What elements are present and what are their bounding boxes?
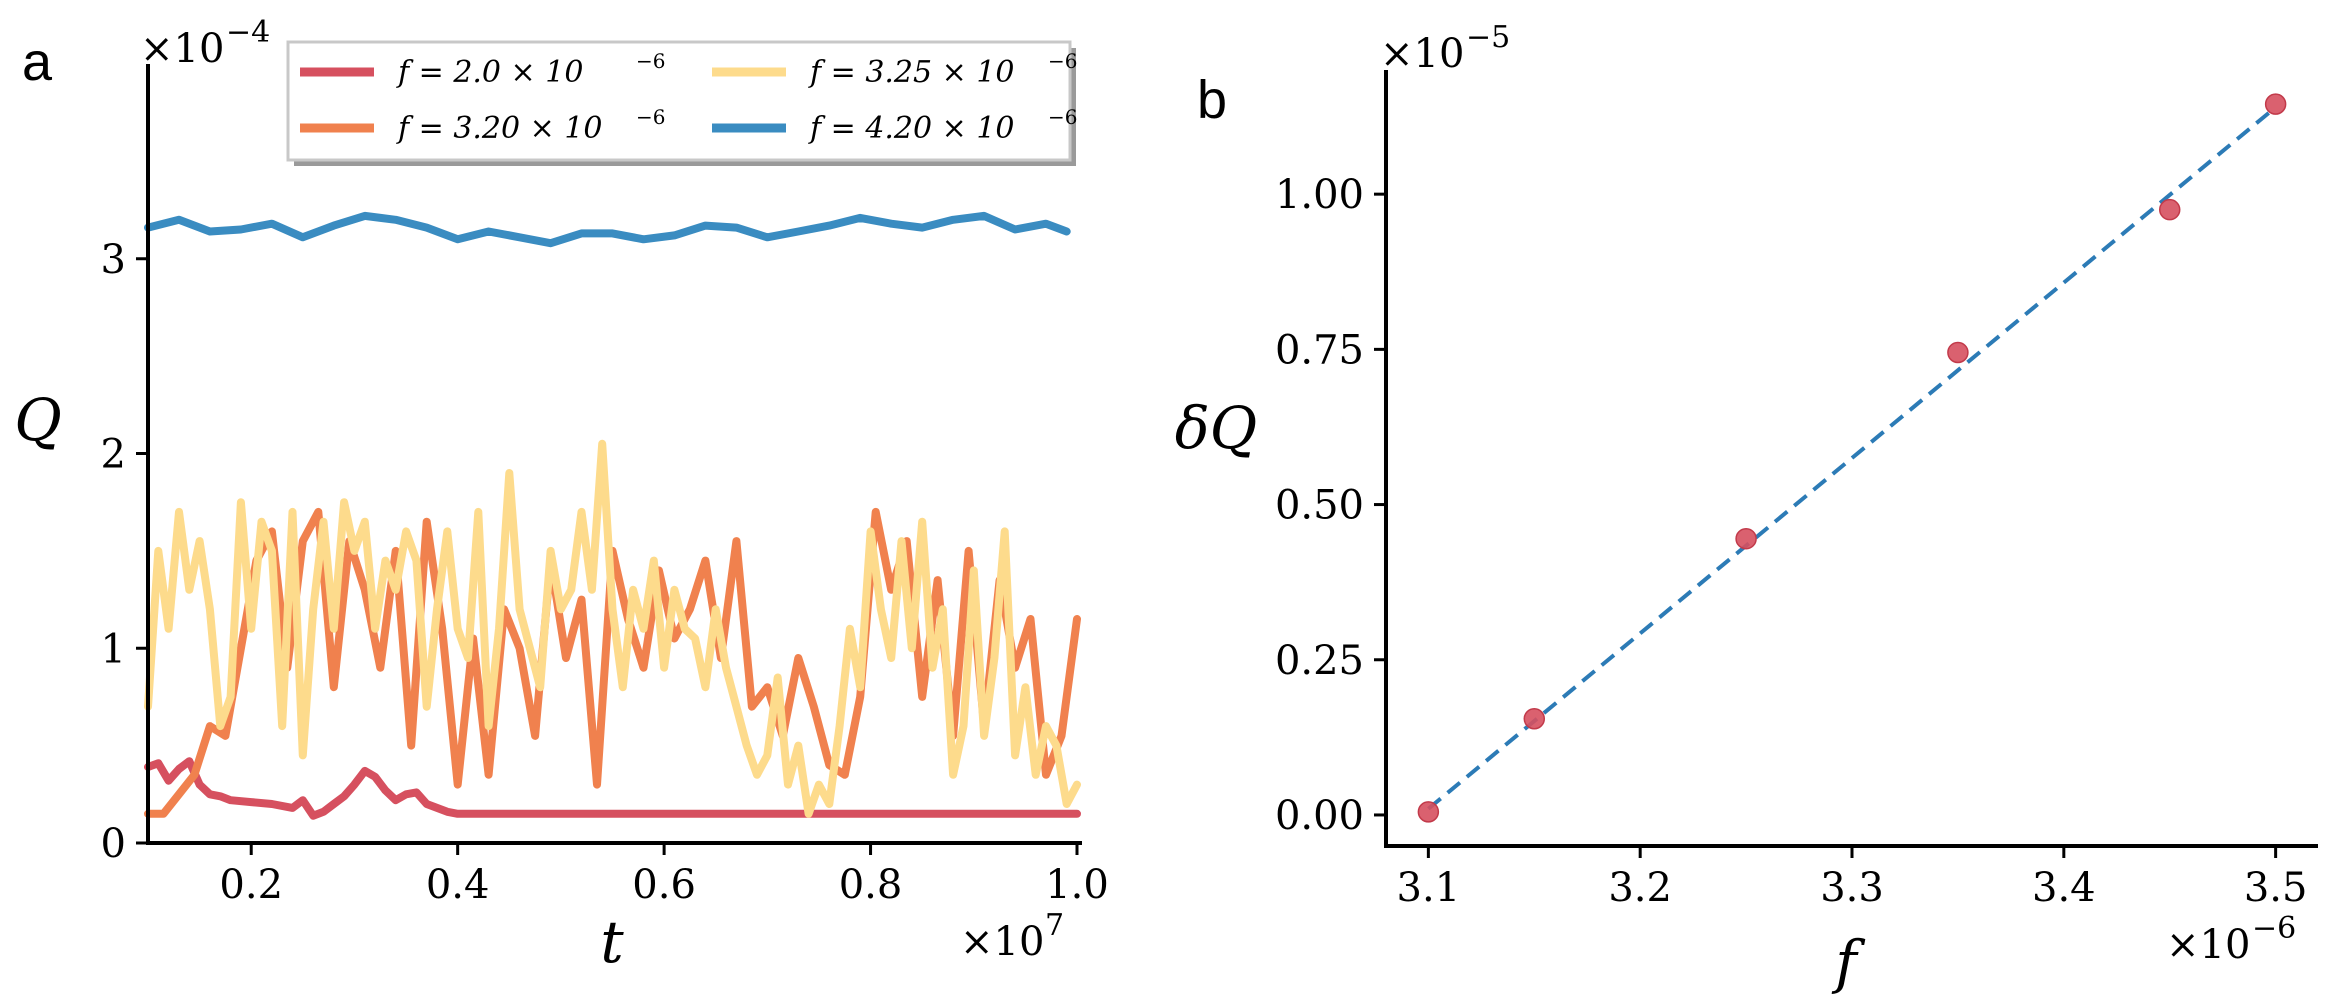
panel-a-y-multiplier-exp: −4 bbox=[226, 15, 270, 50]
y-tick-label: 0.75 bbox=[1275, 327, 1364, 373]
panel-b-scatter-chart: b ×10 −5 ×10 −6 δQ f 3.1 3.2 3.3 3.4 3.5 0.00… bbox=[1175, 20, 2318, 996]
panel-b-x-multiplier-base: ×10 bbox=[2166, 922, 2250, 968]
panel-b-xlabel: f bbox=[1831, 928, 1866, 996]
panel-a-y-multiplier: ×10 −4 bbox=[140, 15, 270, 72]
panel-a-xlabel: t bbox=[600, 908, 624, 976]
data-point bbox=[1735, 527, 1757, 550]
panel-a-legend: f = 2.0 × 10 −6 f = 3.20 × 10 −6 f = 3.25 × … bbox=[286, 40, 1077, 166]
panel-b-points-group bbox=[1417, 93, 2287, 823]
panel-a-series-group bbox=[144, 211, 1081, 820]
series-line-0 bbox=[144, 757, 1081, 820]
x-tick-label: 0.4 bbox=[426, 862, 490, 908]
legend-label-exp-3: −6 bbox=[1048, 105, 1077, 129]
legend-label-0: f = 2.0 × 10 bbox=[396, 55, 583, 90]
fit-line bbox=[1427, 105, 2277, 811]
y-tick-label: 0.00 bbox=[1275, 793, 1364, 839]
legend-label-2: f = 3.25 × 10 bbox=[808, 55, 1015, 90]
x-tick-label: 3.2 bbox=[1608, 865, 1672, 911]
panel-a-x-multiplier-exp: 7 bbox=[1045, 908, 1064, 943]
panel-a-x-multiplier: ×10 7 bbox=[960, 908, 1064, 965]
data-point bbox=[2264, 93, 2287, 115]
panel-a-label: a bbox=[22, 32, 53, 92]
panel-b-ylabel: δQ bbox=[1175, 394, 1257, 462]
legend-label-exp-2: −6 bbox=[1048, 49, 1077, 73]
panel-a-y-multiplier-base: ×10 bbox=[140, 26, 224, 72]
panel-b-axes bbox=[1384, 70, 2318, 848]
legend-box bbox=[286, 40, 1072, 162]
y-tick-label: 0.50 bbox=[1275, 483, 1364, 529]
data-point bbox=[1417, 801, 1440, 823]
panel-b-y-multiplier-base: ×10 bbox=[1380, 31, 1464, 77]
legend-label-3: f = 4.20 × 10 bbox=[808, 111, 1015, 146]
data-point bbox=[2158, 198, 2181, 221]
y-tick-label: 3 bbox=[101, 237, 126, 283]
panel-a-line-chart: a ×10 −4 ×10 7 Q t 0.2 0.4 0.6 0.8 1.0 0 1 2 3 f… bbox=[14, 15, 1109, 976]
y-tick-label: 1.00 bbox=[1275, 172, 1364, 218]
y-tick-label: 0.25 bbox=[1275, 638, 1364, 684]
x-tick-label: 3.5 bbox=[2244, 865, 2308, 911]
y-tick-label: 2 bbox=[101, 432, 126, 478]
series-line-2 bbox=[144, 439, 1081, 818]
x-tick-label: 0.8 bbox=[839, 862, 903, 908]
panel-b-y-multiplier-exp: −5 bbox=[1466, 20, 1510, 55]
panel-b-x-multiplier-exp: −6 bbox=[2252, 911, 2296, 946]
data-point bbox=[1947, 341, 1969, 364]
panel-b-ticks: 3.1 3.2 3.3 3.4 3.5 0.00 0.25 0.50 0.75 1.00 bbox=[1275, 172, 2308, 911]
panel-b-y-multiplier: ×10 −5 bbox=[1380, 20, 1510, 77]
panel-a-x-multiplier-base: ×10 bbox=[960, 919, 1044, 965]
panel-b-fit-group bbox=[1427, 105, 2277, 811]
x-tick-label: 0.2 bbox=[219, 862, 283, 908]
panel-a-axes bbox=[146, 64, 1082, 845]
panel-b-label: b bbox=[1197, 70, 1227, 130]
series-line-3 bbox=[144, 211, 1071, 248]
legend-label-exp-0: −6 bbox=[636, 49, 665, 73]
x-tick-label: 3.3 bbox=[1820, 865, 1884, 911]
panel-a-ticks: 0.2 0.4 0.6 0.8 1.0 0 1 2 3 bbox=[101, 237, 1109, 908]
legend-label-exp-1: −6 bbox=[636, 105, 665, 129]
data-point bbox=[1523, 707, 1546, 730]
legend-label-1: f = 3.20 × 10 bbox=[396, 111, 603, 146]
y-tick-label: 0 bbox=[101, 821, 126, 867]
x-tick-label: 0.6 bbox=[632, 862, 696, 908]
legend-items: f = 2.0 × 10 −6 f = 3.20 × 10 −6 f = 3.25 × … bbox=[300, 49, 1077, 146]
x-tick-label: 1.0 bbox=[1045, 862, 1109, 908]
panel-a-ylabel: Q bbox=[14, 386, 62, 454]
y-tick-label: 1 bbox=[101, 626, 126, 672]
x-tick-label: 3.4 bbox=[2032, 865, 2096, 911]
panel-b-x-multiplier: ×10 −6 bbox=[2166, 911, 2296, 968]
x-tick-label: 3.1 bbox=[1397, 865, 1461, 911]
